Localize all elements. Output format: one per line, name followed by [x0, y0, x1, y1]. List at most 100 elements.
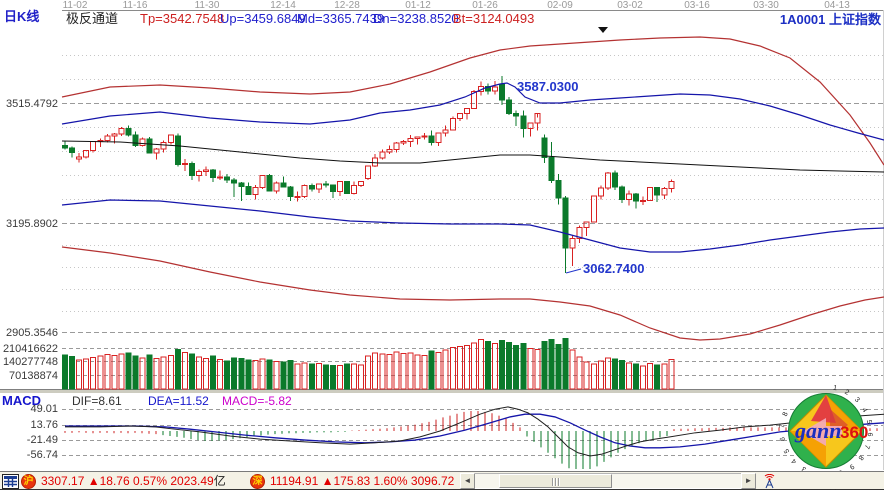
candle — [287, 186, 294, 198]
up-value: Up=3459.6849 — [220, 11, 306, 26]
dif-value: DIF=8.61 — [72, 394, 122, 408]
candle — [407, 137, 414, 142]
sh-amount-value: 2023.49 — [170, 474, 214, 488]
logo-digit: 7 — [779, 424, 786, 429]
date-label: 02-09 — [547, 0, 573, 11]
candle — [548, 157, 555, 182]
low-annotation: 3062.7400 — [583, 261, 644, 276]
volume-bar — [301, 362, 308, 390]
candle — [224, 176, 231, 181]
candle — [351, 184, 358, 194]
chart-canvas[interactable]: 11-02 11-16 11-30 12-14 12-28 01-12 01-26 02-09… — [0, 0, 884, 471]
candle — [400, 140, 407, 144]
price-tick-label: 2905.3546 — [6, 327, 58, 339]
date-label: 03-16 — [684, 0, 710, 11]
scroll-left-button[interactable]: ◄ — [460, 473, 475, 489]
volume-bar — [513, 344, 520, 390]
volume-bar — [661, 363, 668, 390]
macd-pane-title[interactable]: MACD — [2, 393, 41, 408]
candle — [654, 187, 661, 196]
shanghai-badge: 沪 — [21, 474, 36, 489]
candle — [597, 187, 604, 197]
logo-digit: 2 — [813, 469, 819, 471]
candle — [618, 186, 625, 200]
logo-digit: 6 — [866, 432, 873, 437]
candle — [414, 136, 421, 139]
logo-digit: 5 — [783, 447, 791, 454]
date-label: 12-14 — [270, 0, 296, 11]
candle — [555, 180, 562, 199]
market-grid-icon[interactable] — [2, 474, 19, 489]
candle — [259, 175, 266, 189]
candle — [153, 148, 160, 154]
sz-amount-value: 3096.72 — [410, 474, 455, 488]
band-line-tp — [61, 36, 884, 166]
candle — [358, 180, 365, 186]
volume-bar — [421, 355, 428, 390]
macd-tick-label: -56.74 — [27, 449, 58, 461]
candle — [435, 132, 442, 144]
volume-bar — [604, 357, 611, 390]
candle — [527, 122, 534, 130]
volume-bar — [266, 359, 273, 390]
volume-bar — [611, 358, 618, 390]
period-label[interactable]: 日K线 — [4, 9, 39, 24]
scroll-right-button[interactable]: ► — [741, 473, 756, 489]
volume-bar — [407, 352, 414, 390]
volume-bar — [463, 344, 470, 390]
volume-bar — [167, 355, 174, 390]
macd-tick-label: -21.49 — [27, 434, 58, 446]
volume-bar — [654, 364, 661, 390]
signal-marker-icon — [598, 27, 608, 33]
volume-bar — [273, 360, 280, 390]
logo-digit: 3 — [801, 465, 808, 471]
logo-digit: 5 — [865, 419, 873, 424]
volume-bar — [139, 357, 146, 390]
volume-bar — [590, 363, 597, 390]
candle — [83, 149, 90, 158]
volume-bar — [492, 342, 499, 390]
candle — [62, 145, 68, 149]
tp-value: Tp=3542.7548 — [140, 11, 224, 26]
candle — [562, 197, 569, 249]
volume-bar — [245, 359, 252, 390]
date-label: 04-13 — [824, 0, 850, 11]
candle — [428, 135, 435, 144]
candle — [252, 187, 259, 195]
volume-bar — [449, 346, 456, 390]
candle — [104, 135, 111, 142]
date-label: 01-26 — [472, 0, 498, 11]
candle — [520, 115, 527, 130]
volume-bar — [470, 342, 477, 390]
candle — [139, 138, 146, 147]
candle — [576, 226, 583, 240]
volume-bar — [400, 353, 407, 390]
thumb-grip-icon — [551, 478, 561, 486]
candle — [266, 175, 273, 192]
horizontal-scrollbar[interactable]: ◄ ► — [460, 473, 756, 489]
volume-bar — [160, 356, 167, 390]
logo-digit: 8 — [856, 454, 864, 461]
scroll-track[interactable] — [475, 473, 741, 489]
volume-bar — [344, 363, 350, 390]
volume-bar — [640, 365, 647, 390]
candle — [315, 183, 322, 190]
candle — [181, 163, 188, 166]
candle — [118, 128, 125, 135]
channel-indicator-label: 极反通道 — [66, 11, 118, 26]
volume-bar — [203, 357, 209, 390]
scroll-thumb[interactable] — [499, 474, 612, 488]
volume-bar — [485, 340, 491, 390]
candle — [167, 134, 174, 144]
volume-bar — [414, 354, 421, 390]
channel-bands-lay — [61, 36, 884, 341]
volume-bar — [97, 355, 104, 390]
volume-bar — [597, 360, 604, 390]
volume-bar — [358, 364, 365, 390]
volume-tick-label: 210416622 — [3, 343, 58, 355]
candle — [470, 91, 477, 109]
date-label: 03-30 — [753, 0, 779, 11]
date-label: 11-02 — [63, 0, 88, 11]
volume-tick-label: 140277748 — [3, 356, 58, 368]
candle — [541, 137, 548, 159]
